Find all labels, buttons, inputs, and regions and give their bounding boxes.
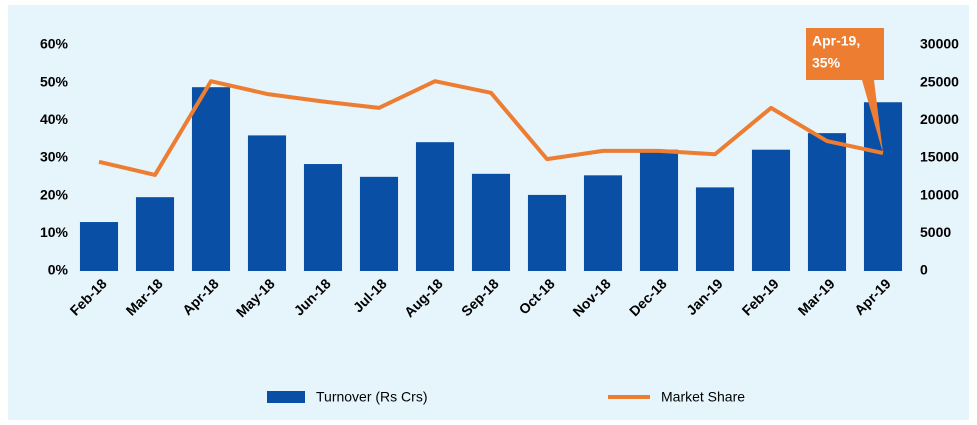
bar [415,142,455,271]
bar [303,164,343,271]
legend-label: Market Share [661,389,745,405]
bar [359,176,399,271]
y-tick-label: 10% [40,224,69,240]
bar [751,149,791,271]
bar [807,133,847,271]
y2-tick-label: 30000 [920,36,959,52]
y-tick-label: 50% [40,73,69,89]
bar [583,175,623,271]
annotation-box [806,28,884,80]
bar [863,102,903,272]
y2-tick-label: 15000 [920,149,959,165]
legend-swatch [267,391,305,403]
y2-tick-label: 25000 [920,73,959,89]
bar [79,222,119,271]
y-tick-label: 0% [48,262,69,278]
bar [247,135,287,271]
y2-tick-label: 10000 [920,186,959,202]
annotation-text: Apr-19, [812,33,860,49]
y2-tick-label: 0 [920,262,928,278]
y2-tick-label: 20000 [920,111,959,127]
bar [191,87,231,271]
y-tick-label: 20% [40,186,69,202]
bar [527,194,567,271]
bar [695,187,735,271]
y-tick-label: 30% [40,149,69,165]
bar [639,149,679,271]
y2-tick-label: 5000 [920,224,951,240]
annotation-text: 35% [812,55,841,71]
annotation-pointer [862,80,883,154]
line [98,79,884,177]
bar [471,173,511,271]
legend-label: Turnover (Rs Crs) [316,389,428,405]
y-tick-label: 40% [40,111,69,127]
bar [135,197,175,271]
y-tick-label: 60% [40,36,69,52]
